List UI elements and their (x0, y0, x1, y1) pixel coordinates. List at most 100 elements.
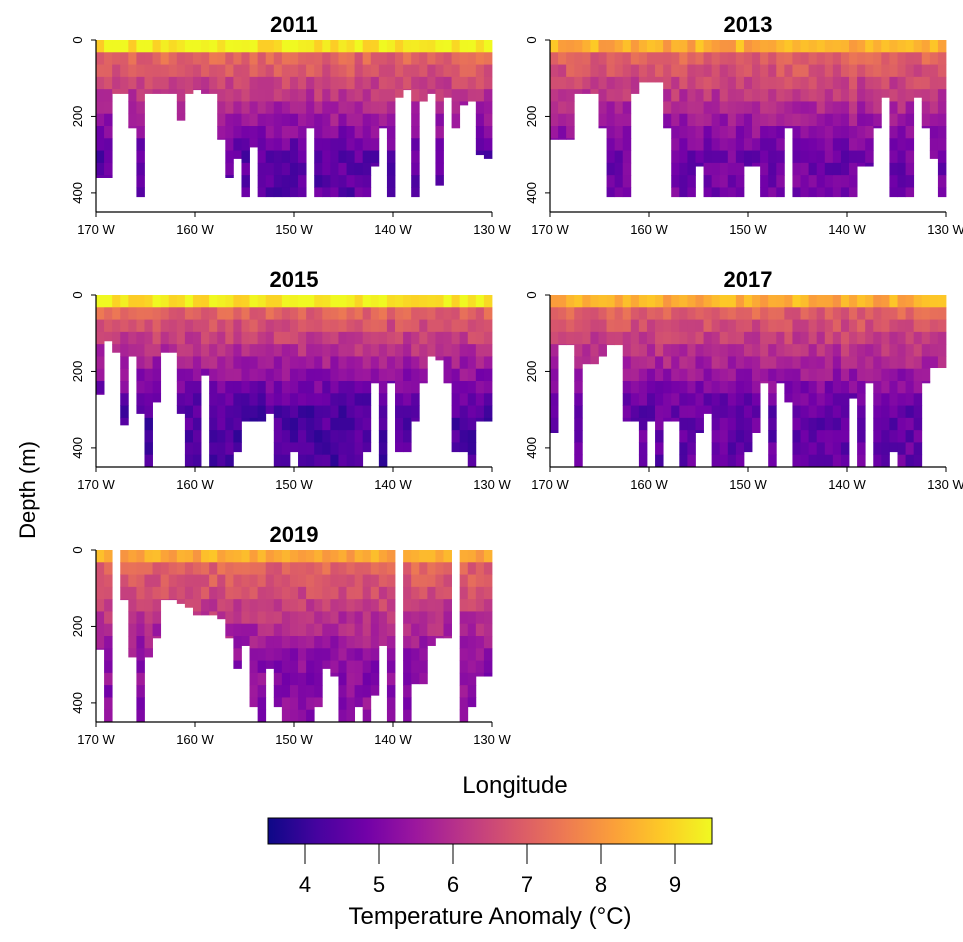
heatmap-cell (265, 295, 275, 308)
heatmap-cell (937, 175, 947, 188)
heatmap-cell (905, 101, 915, 115)
heatmap-cell (897, 126, 906, 139)
heatmap-cell (679, 430, 688, 443)
heatmap-cell (929, 76, 939, 90)
heatmap-cell (663, 76, 672, 90)
heatmap-cell (646, 319, 656, 333)
heatmap-cell (865, 52, 874, 65)
heatmap-cell (719, 52, 729, 65)
heatmap-cell (776, 307, 785, 320)
heatmap-cell (752, 64, 761, 78)
heatmap-cell (354, 648, 364, 661)
x-tick-label: 130 W (927, 477, 963, 492)
heatmap-cell (816, 138, 826, 151)
heatmap-cell (96, 623, 105, 637)
heatmap-cell (606, 113, 616, 127)
heatmap-cell (241, 611, 250, 625)
heatmap-cell (695, 40, 704, 53)
heatmap-cell (273, 101, 283, 115)
heatmap-column (201, 295, 210, 376)
heatmap-cell (160, 307, 170, 320)
heatmap-cell (273, 40, 283, 53)
heatmap-cell (435, 295, 444, 308)
heatmap-cell (241, 331, 250, 345)
heatmap-cell (209, 405, 218, 419)
heatmap-cell (217, 52, 226, 65)
heatmap-cell (298, 599, 307, 612)
heatmap-cell (816, 162, 826, 176)
heatmap-cell (719, 381, 729, 394)
heatmap-cell (395, 52, 404, 65)
heatmap-cell (695, 344, 704, 357)
heatmap-cell (298, 52, 307, 65)
heatmap-cell (735, 319, 745, 333)
heatmap-cell (330, 442, 339, 456)
heatmap-cell (249, 126, 259, 139)
heatmap-cell (435, 52, 444, 65)
heatmap-cell (249, 138, 259, 148)
heatmap-cell (96, 307, 105, 320)
heatmap-cell (663, 89, 672, 102)
heatmap-cell (574, 331, 583, 345)
heatmap-cell (184, 368, 194, 382)
heatmap-cell (459, 636, 469, 649)
heatmap-cell (816, 307, 826, 320)
heatmap-column (913, 295, 923, 468)
heatmap-cell (322, 64, 331, 78)
x-tick-label: 130 W (473, 477, 511, 492)
heatmap-column (937, 40, 947, 198)
heatmap-cell (330, 162, 339, 176)
heatmap-column (687, 40, 696, 198)
heatmap-cell (281, 40, 291, 53)
heatmap-cell (112, 295, 121, 308)
heatmap-cell (346, 150, 356, 164)
heatmap-cell (711, 89, 721, 102)
heatmap-cell (354, 307, 364, 320)
heatmap-cell (630, 356, 640, 370)
heatmap-cell (322, 550, 331, 563)
heatmap-cell (338, 76, 347, 90)
heatmap-cell (467, 381, 477, 394)
heatmap-cell (840, 393, 850, 406)
heatmap-cell (265, 586, 275, 600)
x-tick-label: 150 W (275, 222, 313, 237)
heatmap-cell (298, 623, 307, 637)
heatmap-cell (370, 611, 380, 625)
heatmap-cell (889, 417, 898, 431)
heatmap-cell (574, 52, 583, 65)
heatmap-cell (136, 319, 145, 333)
heatmap-cell (192, 586, 202, 600)
heatmap-cell (395, 381, 404, 394)
heatmap-cell (289, 368, 299, 382)
heatmap-cell (614, 295, 624, 308)
heatmap-cell (475, 40, 485, 53)
heatmap-cell (719, 430, 729, 443)
heatmap-cell (184, 599, 194, 608)
heatmap-cell (176, 331, 186, 345)
heatmap-cell (225, 138, 234, 151)
heatmap-cell (314, 344, 323, 357)
heatmap-cell (435, 331, 444, 345)
heatmap-cell (752, 344, 761, 357)
heatmap-cell (768, 101, 777, 115)
heatmap-cell (897, 175, 906, 188)
heatmap-cell (475, 331, 485, 345)
heatmap-cell (249, 368, 259, 382)
heatmap-column (152, 295, 162, 403)
x-tick-label: 170 W (77, 222, 115, 237)
heatmap-cell (104, 101, 113, 115)
heatmap-cell (679, 381, 688, 394)
heatmap-cell (703, 126, 713, 139)
heatmap-cell (281, 393, 291, 406)
heatmap-cell (192, 574, 202, 588)
heatmap-column (824, 295, 834, 468)
heatmap-cell (370, 550, 380, 563)
heatmap-cell (370, 381, 380, 384)
heatmap-cell (784, 331, 793, 345)
heatmap-cell (566, 64, 575, 78)
heatmap-cell (735, 40, 745, 53)
heatmap-cell (378, 550, 388, 563)
heatmap-cell (395, 430, 404, 443)
heatmap-column (735, 295, 745, 468)
